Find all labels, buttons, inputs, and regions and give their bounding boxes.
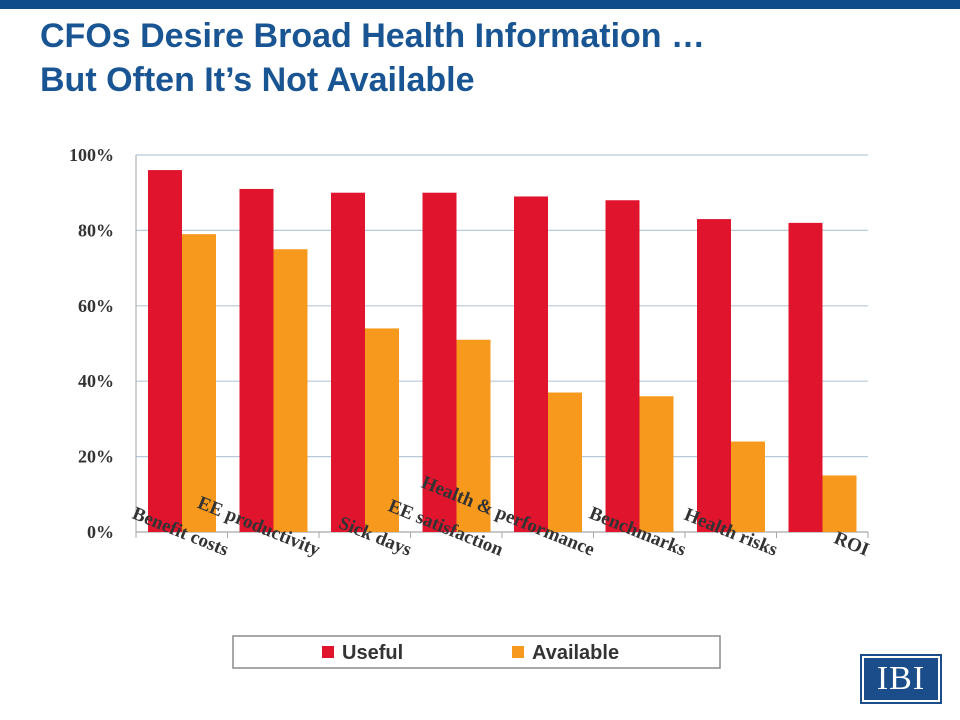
legend-swatch-available (512, 646, 524, 658)
bar-available (822, 475, 857, 532)
bar-available (548, 392, 582, 532)
title-line-1: CFOs Desire Broad Health Information … (40, 17, 705, 55)
category-label: ROI (831, 528, 872, 561)
y-tick-label: 40% (78, 371, 114, 391)
bar-useful (331, 192, 365, 532)
legend-label-useful: Useful (342, 642, 403, 664)
bar-available (365, 328, 399, 532)
legend-box (232, 635, 721, 669)
bar-useful (697, 219, 731, 532)
bar-useful (514, 196, 548, 532)
header-bar (0, 0, 960, 9)
bar-available (731, 441, 765, 532)
title-line-2: But Often It’s Not Available (40, 61, 475, 99)
bar-useful (148, 170, 182, 532)
bar-useful (605, 200, 640, 533)
legend-label-available: Available (532, 642, 619, 664)
bar-available (639, 396, 674, 532)
legend-swatch-useful (322, 646, 334, 658)
y-tick-label: 60% (78, 296, 114, 316)
bar-useful (422, 192, 457, 532)
y-tick-label: 0% (87, 522, 114, 542)
page-title: CFOs Desire Broad Health Information … B… (40, 14, 940, 102)
ibi-logo: IBI (860, 654, 942, 704)
logo-text: IBI (876, 660, 926, 697)
bar-available (456, 339, 491, 532)
y-tick-label: 100% (69, 145, 114, 165)
bar-useful (239, 188, 274, 532)
y-tick-label: 20% (78, 447, 114, 467)
bar-available (273, 249, 308, 532)
bar-useful (788, 222, 823, 533)
bar-available (182, 234, 216, 533)
y-tick-label: 80% (78, 220, 114, 240)
